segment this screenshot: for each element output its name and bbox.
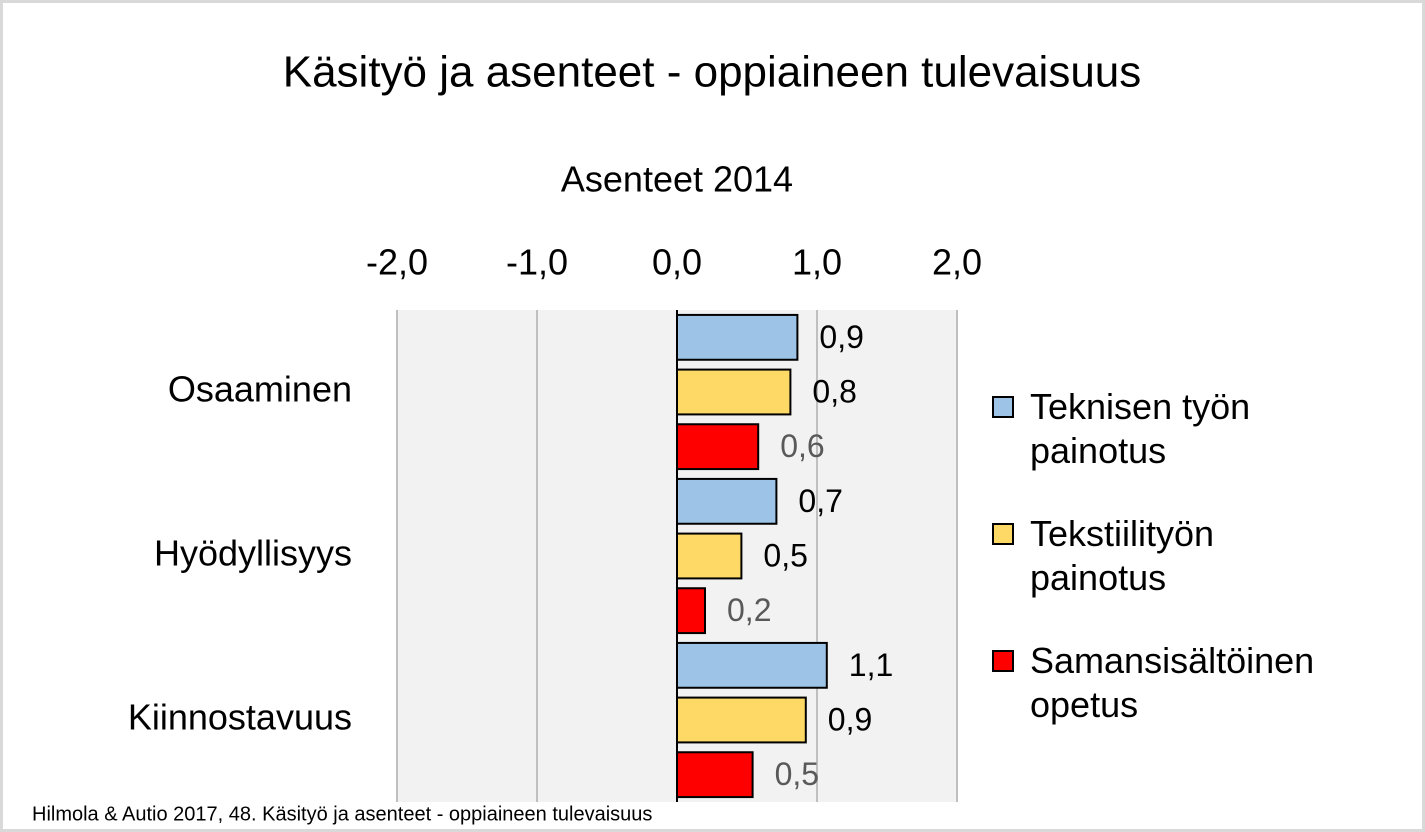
legend-swatch [992, 523, 1014, 545]
legend-swatch [992, 650, 1014, 672]
legend-label: Tekstiilityön painotus [1030, 513, 1215, 598]
chart-subtitle: Asenteet 2014 [561, 159, 793, 200]
data-label: 0,5 [763, 537, 807, 573]
x-tick-label: 2,0 [932, 242, 982, 283]
y-tick-label: Hyödyllisyys [154, 533, 352, 574]
data-label: 1,1 [849, 647, 893, 683]
data-label: 0,9 [819, 319, 863, 355]
bar [676, 696, 807, 744]
x-tick-label: -1,0 [506, 242, 568, 283]
data-label: 0,5 [775, 756, 819, 792]
bar [676, 368, 792, 416]
data-label: 0,9 [828, 701, 872, 737]
bar [676, 587, 706, 635]
source-note: Hilmola & Autio 2017, 48. Käsityö ja ase… [32, 803, 652, 825]
y-tick-label: Osaaminen [168, 369, 352, 410]
chart-title: Käsityö ja asenteet - oppiaineen tulevai… [283, 48, 1142, 97]
bar [676, 313, 799, 361]
legend-label: Samansisältöinen opetus [1030, 640, 1315, 725]
legend-swatch [992, 396, 1014, 418]
data-label: 0,7 [798, 483, 842, 519]
y-tick-label: Kiinnostavuus [128, 697, 352, 738]
x-tick-label: 1,0 [792, 242, 842, 283]
data-label: 0,8 [812, 373, 856, 409]
bar [676, 477, 778, 525]
data-label: 0,2 [727, 592, 771, 628]
bar [676, 532, 743, 580]
bar [676, 751, 754, 799]
bar [676, 423, 760, 471]
x-tick-label: 0,0 [652, 242, 702, 283]
legend-label: Teknisen työn painotus [1030, 386, 1251, 471]
data-label: 0,6 [780, 428, 824, 464]
x-tick-label: -2,0 [366, 242, 428, 283]
bar [676, 641, 828, 689]
